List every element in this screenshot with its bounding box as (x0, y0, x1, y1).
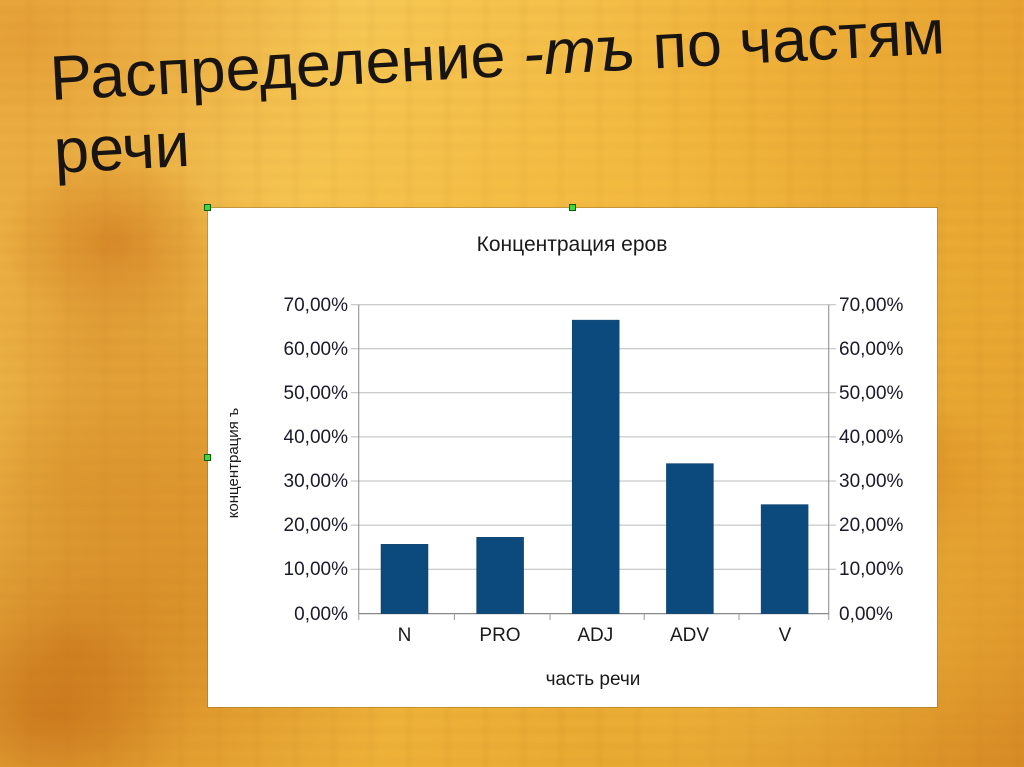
svg-text:20,00%: 20,00% (284, 515, 349, 536)
svg-text:30,00%: 30,00% (839, 471, 904, 492)
svg-text:0,00%: 0,00% (839, 604, 893, 625)
svg-text:20,00%: 20,00% (839, 515, 904, 536)
svg-text:40,00%: 40,00% (839, 427, 904, 448)
svg-text:N: N (398, 625, 412, 646)
svg-text:30,00%: 30,00% (284, 471, 349, 492)
svg-text:10,00%: 10,00% (839, 559, 904, 580)
svg-text:V: V (779, 625, 792, 646)
svg-text:Концентрация еров: Концентрация еров (477, 233, 668, 256)
svg-text:ADJ: ADJ (577, 625, 613, 646)
svg-text:0,00%: 0,00% (294, 604, 348, 625)
svg-text:ADV: ADV (670, 625, 709, 646)
svg-text:PRO: PRO (479, 625, 520, 646)
svg-text:50,00%: 50,00% (839, 383, 904, 404)
svg-text:10,00%: 10,00% (284, 559, 349, 580)
svg-text:60,00%: 60,00% (284, 339, 349, 360)
svg-text:70,00%: 70,00% (839, 295, 904, 316)
svg-text:60,00%: 60,00% (839, 339, 904, 360)
svg-text:50,00%: 50,00% (284, 383, 349, 404)
svg-text:40,00%: 40,00% (284, 427, 349, 448)
svg-text:70,00%: 70,00% (284, 295, 349, 316)
svg-text:часть речи: часть речи (546, 669, 641, 690)
svg-text:концентрация ъ: концентрация ъ (225, 408, 242, 519)
